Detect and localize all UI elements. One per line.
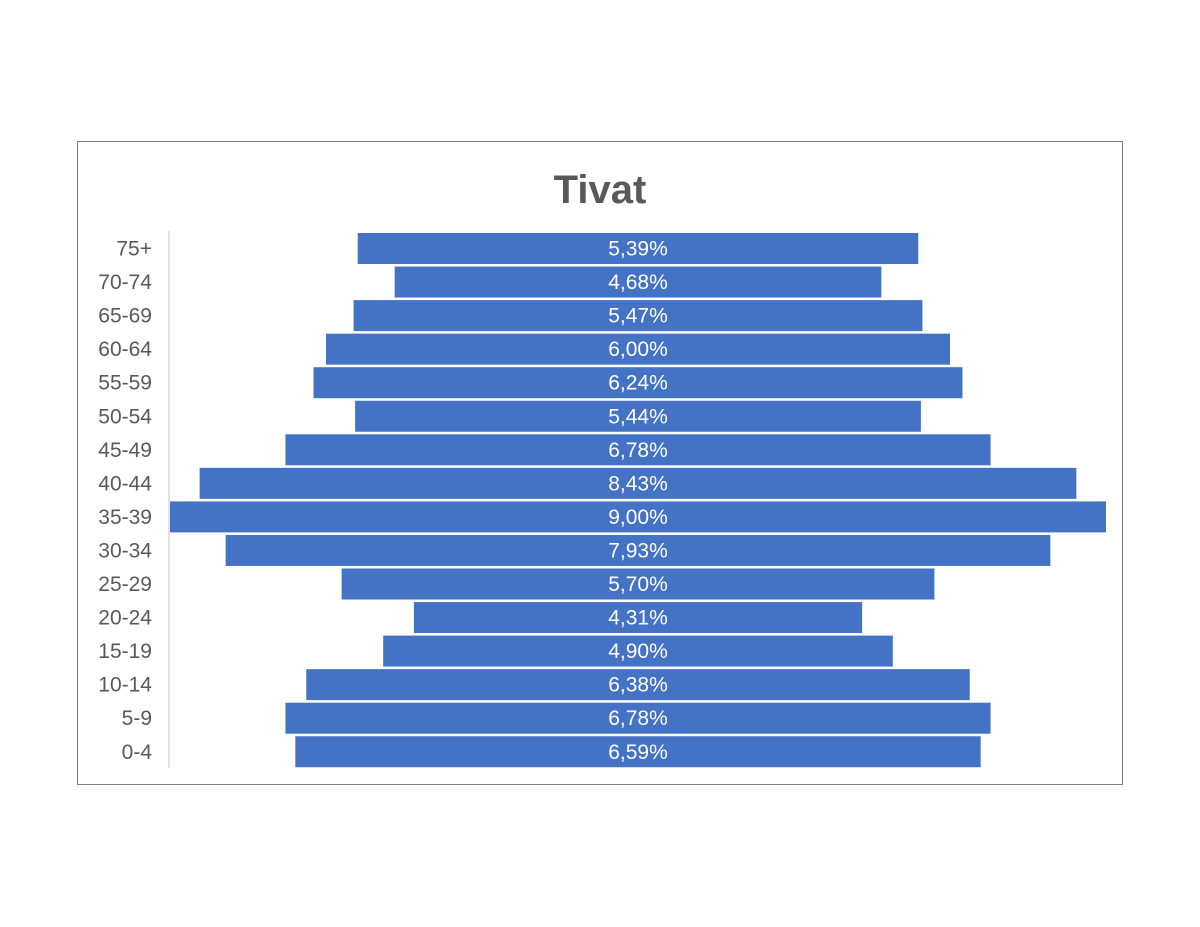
category-label-65-69: 65-69 bbox=[98, 305, 152, 328]
data-label-10-14: 6,38% bbox=[608, 674, 668, 697]
category-label-35-39: 35-39 bbox=[98, 506, 152, 529]
data-label-30-34: 7,93% bbox=[608, 539, 668, 562]
bar-45-49 bbox=[285, 434, 991, 466]
data-label-35-39: 9,00% bbox=[608, 506, 668, 529]
data-label-20-24: 4,31% bbox=[608, 607, 668, 630]
category-label-5-9: 5-9 bbox=[122, 707, 152, 730]
bar-0-4 bbox=[295, 736, 981, 768]
data-label-0-4: 6,59% bbox=[608, 741, 668, 764]
data-label-40-44: 8,43% bbox=[608, 472, 668, 495]
category-label-10-14: 10-14 bbox=[98, 674, 152, 697]
category-label-25-29: 25-29 bbox=[98, 573, 152, 596]
data-label-50-54: 5,44% bbox=[608, 405, 668, 428]
bar-20-24 bbox=[413, 602, 863, 634]
bar-5-9 bbox=[285, 702, 991, 734]
bar-35-39 bbox=[170, 501, 1106, 533]
data-label-65-69: 5,47% bbox=[608, 305, 668, 328]
category-label-70-74: 70-74 bbox=[98, 271, 152, 294]
data-label-25-29: 5,70% bbox=[608, 573, 668, 596]
bar-10-14 bbox=[306, 669, 970, 701]
data-label-5-9: 6,78% bbox=[608, 707, 668, 730]
category-label-20-24: 20-24 bbox=[98, 607, 152, 630]
bar-40-44 bbox=[199, 467, 1077, 499]
data-label-45-49: 6,78% bbox=[608, 439, 668, 462]
bar-30-34 bbox=[225, 534, 1051, 566]
category-label-0-4: 0-4 bbox=[122, 741, 153, 764]
category-label-40-44: 40-44 bbox=[98, 472, 152, 495]
chart-frame: Tivat 5,39% 75+ 4,68% 70-74 5,47% 65-69 6,00% 6… bbox=[77, 141, 1123, 785]
bar-50-54 bbox=[355, 400, 921, 432]
data-label-60-64: 6,00% bbox=[608, 338, 668, 361]
category-label-30-34: 30-34 bbox=[98, 539, 152, 562]
chart-title: Tivat bbox=[553, 168, 647, 212]
data-label-15-19: 4,90% bbox=[608, 640, 668, 663]
bar-65-69 bbox=[353, 300, 923, 332]
category-label-15-19: 15-19 bbox=[98, 640, 152, 663]
bar-75+ bbox=[357, 233, 919, 264]
bar-25-29 bbox=[341, 568, 935, 600]
category-label-55-59: 55-59 bbox=[98, 372, 152, 395]
category-label-75+: 75+ bbox=[116, 238, 152, 261]
bar-15-19 bbox=[383, 635, 893, 667]
bar-60-64 bbox=[326, 333, 950, 365]
data-label-55-59: 6,24% bbox=[608, 372, 668, 395]
chart-plot: 5,39% 75+ 4,68% 70-74 5,47% 65-69 6,00% 60-64 6,… bbox=[98, 231, 1106, 768]
data-label-75+: 5,39% bbox=[608, 238, 668, 261]
category-label-50-54: 50-54 bbox=[98, 405, 152, 428]
data-label-70-74: 4,68% bbox=[608, 271, 668, 294]
category-label-45-49: 45-49 bbox=[98, 439, 152, 462]
bar-70-74 bbox=[394, 266, 882, 298]
bar-55-59 bbox=[313, 367, 963, 399]
category-label-60-64: 60-64 bbox=[98, 338, 152, 361]
